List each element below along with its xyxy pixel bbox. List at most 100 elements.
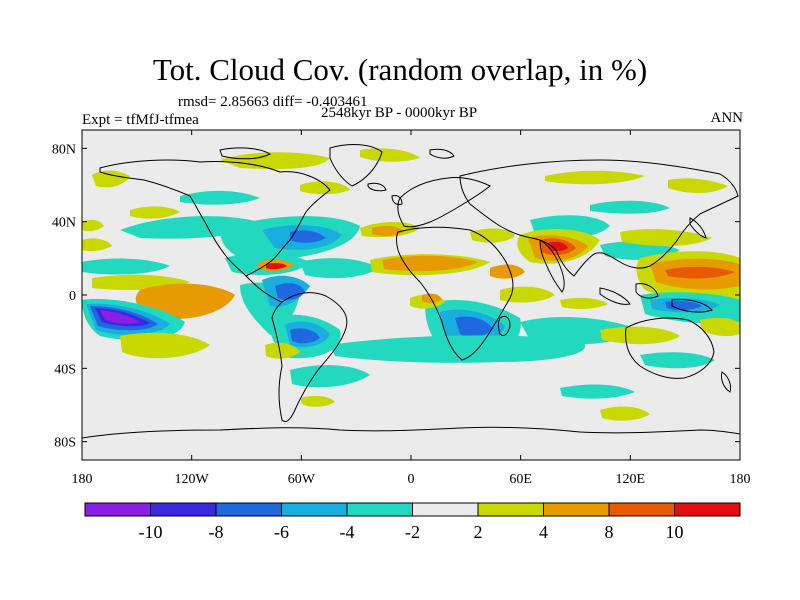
anomaly-region bbox=[600, 326, 680, 345]
chart-title: Tot. Cloud Cov. (random overlap, in %) bbox=[152, 52, 648, 87]
anomaly-region bbox=[665, 301, 702, 311]
anomaly-region bbox=[82, 238, 112, 252]
coastline-arctic-islands bbox=[219, 147, 272, 160]
colorbar-swatch bbox=[412, 502, 479, 517]
anomaly-region bbox=[620, 229, 712, 247]
anomaly-region bbox=[82, 258, 170, 275]
anomaly-fields bbox=[82, 148, 740, 421]
coastline-svalbard bbox=[429, 148, 455, 159]
latitude-axis: 80N 40N 0 40S 80S bbox=[52, 142, 740, 451]
lon-tick-label: 60W bbox=[288, 472, 316, 487]
longitude-axis: 180 120W 60W 0 60E 120E 180 bbox=[72, 130, 751, 487]
anomaly-region bbox=[382, 255, 478, 272]
lat-tick-label: 40N bbox=[52, 216, 76, 231]
experiment-label: Expt = tfMfJ-tfmea bbox=[82, 112, 199, 128]
coastline-iceland bbox=[367, 182, 387, 192]
colorbar-swatch bbox=[84, 502, 151, 517]
anomaly-region bbox=[665, 266, 735, 279]
colorbar-label: -6 bbox=[274, 522, 289, 542]
colorbar-label: 4 bbox=[539, 522, 548, 542]
season-label: ANN bbox=[710, 110, 744, 126]
anomaly-region bbox=[490, 264, 525, 279]
anomaly-region bbox=[266, 262, 287, 270]
anomaly-region bbox=[82, 219, 104, 232]
coastline-antarctica bbox=[82, 426, 740, 439]
coastline-uk bbox=[391, 195, 403, 205]
coastline-madagascar bbox=[498, 315, 511, 337]
anomaly-region bbox=[668, 178, 728, 193]
anomaly-region bbox=[330, 335, 586, 363]
anomaly-region bbox=[130, 206, 180, 219]
colorbar-swatch bbox=[281, 502, 348, 517]
anomaly-region bbox=[560, 297, 608, 309]
colorbar-label: 2 bbox=[474, 522, 483, 542]
anomaly-region bbox=[290, 328, 320, 344]
anomaly-region bbox=[372, 225, 404, 236]
period-label: 2548kyr BP - 0000kyr BP bbox=[321, 105, 478, 121]
colorbar-label: 8 bbox=[605, 522, 614, 542]
colorbar-swatch bbox=[608, 502, 675, 517]
coastline-south-america bbox=[271, 292, 348, 423]
anomaly-region bbox=[300, 181, 350, 195]
coastline-new-zealand bbox=[721, 371, 731, 393]
anomaly-region bbox=[500, 286, 555, 303]
lon-tick-label: 60E bbox=[509, 472, 532, 487]
colorbar-swatch bbox=[477, 502, 544, 517]
anomaly-region bbox=[455, 316, 492, 338]
anomaly-region bbox=[275, 283, 305, 300]
anomaly-region bbox=[548, 241, 568, 252]
coastline-europe bbox=[397, 177, 491, 228]
colorbar-swatch bbox=[215, 502, 282, 517]
anomaly-region bbox=[100, 310, 140, 324]
anomaly-region bbox=[640, 352, 715, 369]
coastline-new-guinea bbox=[671, 299, 713, 313]
lon-tick-label: 180 bbox=[730, 472, 751, 487]
colorbar-label: -4 bbox=[340, 522, 355, 542]
anomaly-region bbox=[545, 170, 645, 185]
coastline-australia bbox=[625, 317, 715, 379]
anomaly-region bbox=[265, 342, 300, 359]
coastline-north-america bbox=[99, 159, 331, 277]
anomaly-region bbox=[600, 406, 650, 421]
anomaly-region bbox=[700, 317, 740, 337]
anomaly-region bbox=[422, 293, 442, 304]
coastline-sumatra bbox=[599, 287, 631, 305]
anomaly-region bbox=[135, 283, 235, 319]
colorbar-swatch bbox=[674, 502, 741, 517]
anomaly-region bbox=[180, 190, 260, 205]
colorbar: -10 -8 -6 -4 -2 2 4 8 10 bbox=[84, 502, 741, 542]
anomaly-region bbox=[300, 258, 380, 279]
lat-tick-label: 80S bbox=[54, 436, 76, 451]
anomaly-region bbox=[120, 332, 210, 359]
coastline-japan bbox=[689, 217, 707, 239]
colorbar-label: -10 bbox=[139, 522, 163, 542]
lat-tick-label: 80N bbox=[52, 142, 76, 157]
colorbar-label: 10 bbox=[666, 522, 684, 542]
coastline-greenland bbox=[329, 144, 383, 187]
lon-tick-label: 0 bbox=[408, 472, 415, 487]
coastline-india bbox=[539, 239, 565, 293]
colorbar-swatch bbox=[543, 502, 610, 517]
anomaly-region bbox=[220, 152, 330, 169]
lat-tick-label: 40S bbox=[54, 362, 76, 377]
coastline-central-america bbox=[245, 275, 283, 303]
coastlines bbox=[82, 144, 740, 439]
anomaly-region bbox=[360, 148, 420, 162]
anomaly-region bbox=[590, 200, 670, 214]
coastline-asia bbox=[459, 159, 739, 277]
colorbar-swatch bbox=[150, 502, 217, 517]
stats-line: rmsd= 2.85663 diff= -0.403461 bbox=[178, 94, 368, 110]
anomaly-region bbox=[290, 230, 326, 243]
coastline-borneo bbox=[635, 283, 659, 299]
anomaly-region bbox=[92, 170, 130, 188]
colorbar-label: -2 bbox=[405, 522, 420, 542]
coastline-africa bbox=[396, 226, 514, 361]
lon-tick-label: 120W bbox=[175, 472, 210, 487]
lon-tick-label: 180 bbox=[72, 472, 93, 487]
colorbar-label: -8 bbox=[209, 522, 224, 542]
anomaly-region bbox=[300, 395, 335, 407]
map-plot-area bbox=[82, 130, 740, 460]
lon-tick-label: 120E bbox=[616, 472, 646, 487]
anomaly-region bbox=[560, 384, 635, 399]
